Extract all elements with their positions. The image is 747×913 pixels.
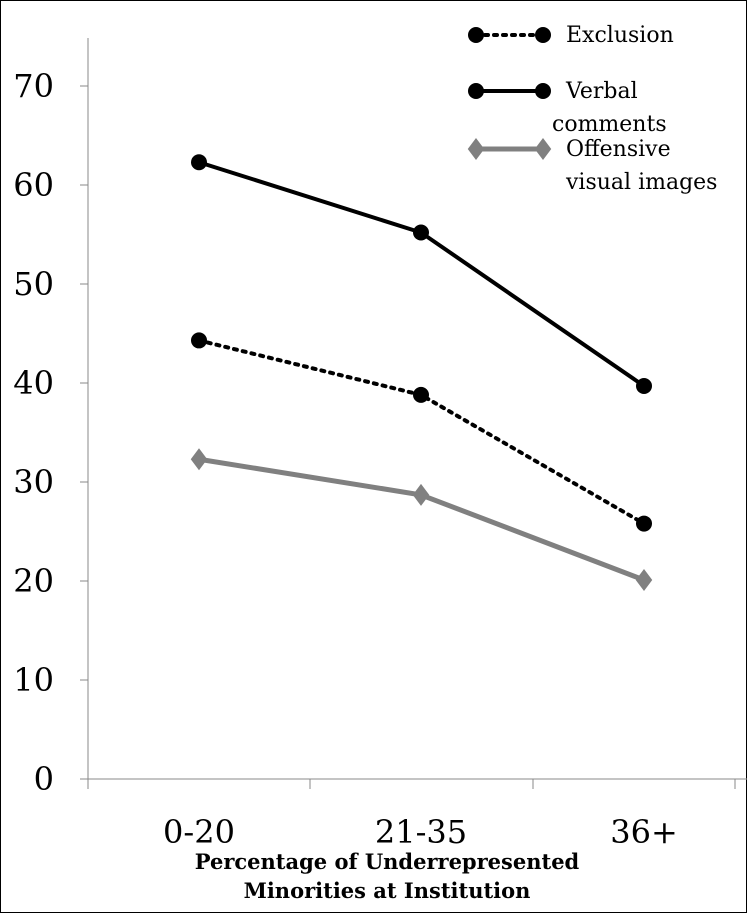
legend-label: Exclusion: [566, 23, 674, 48]
x-axis-label-line-1: Percentage of Underrepresented: [195, 849, 580, 874]
y-tick-label: 60: [13, 166, 54, 204]
series-line: [198, 160, 646, 388]
legend-marker: [534, 138, 552, 160]
data-point: [636, 377, 652, 394]
data-point: [190, 448, 208, 471]
y-tick-label: 30: [13, 463, 54, 501]
series-1: [191, 154, 652, 394]
y-tick-label: 20: [13, 562, 54, 600]
legend-marker: [468, 83, 484, 99]
legend-marker: [535, 27, 551, 43]
series-lines: [190, 154, 653, 592]
legend-label: Offensive: [566, 137, 671, 162]
legend-marker: [467, 138, 485, 160]
legend-marker: [468, 27, 484, 43]
y-tick-label: 70: [13, 67, 54, 105]
x-tick-label: 21-35: [375, 813, 467, 851]
legend-label: visual images: [565, 170, 717, 195]
y-tick-label: 50: [13, 265, 54, 303]
data-point: [413, 386, 429, 403]
x-axis-label-line-2: Minorities at Institution: [244, 878, 531, 903]
series-line: [198, 456, 645, 583]
data-point: [636, 515, 652, 532]
x-axis: 0-20 21-35 36+: [87, 778, 747, 851]
series-2: [190, 448, 653, 592]
data-point: [413, 224, 429, 241]
y-axis: 0 10 20 30 40 50 60 70: [13, 38, 89, 798]
y-tick-label: 0: [34, 760, 54, 798]
y-tick-label: 10: [13, 661, 54, 699]
series-0: [191, 332, 652, 532]
x-tick-label: 36+: [610, 813, 678, 851]
legend-marker: [535, 83, 551, 99]
y-tick-label: 40: [13, 364, 54, 402]
legend-label: Verbal: [565, 79, 638, 104]
legend-label: comments: [552, 112, 667, 137]
data-point: [635, 569, 653, 592]
data-point: [191, 154, 207, 171]
x-tick-label: 0-20: [163, 813, 235, 851]
data-point: [412, 483, 430, 506]
data-point: [191, 332, 207, 349]
